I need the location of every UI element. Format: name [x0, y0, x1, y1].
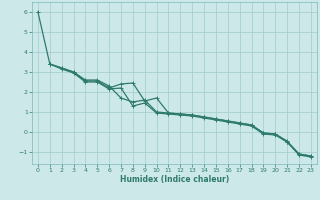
X-axis label: Humidex (Indice chaleur): Humidex (Indice chaleur) [120, 175, 229, 184]
